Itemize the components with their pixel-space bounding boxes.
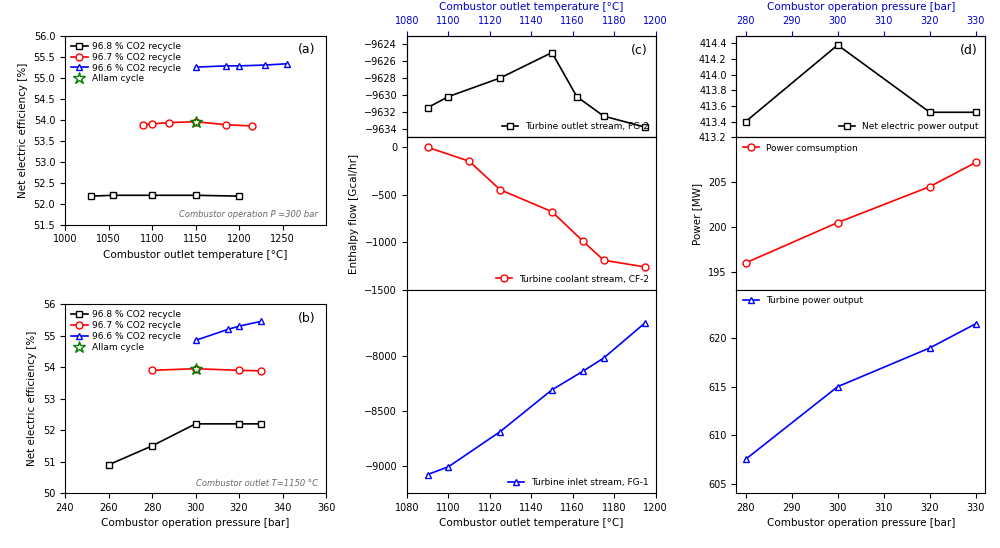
Net electric power output [924, 109, 936, 116]
Turbine coolant stream, CF-2 [422, 144, 434, 151]
Turbine inlet stream, FG-1 [494, 429, 506, 435]
Turbine coolant stream, CF-2 [463, 158, 475, 164]
Turbine inlet stream, FG-1 [546, 386, 558, 393]
Net electric power output [832, 42, 844, 48]
96.6 % CO2 recycle [233, 323, 245, 329]
Legend: Power comsumption: Power comsumption [739, 140, 862, 156]
Line: Net electric power output: Net electric power output [742, 42, 979, 125]
Legend: Turbine outlet stream, FG-2: Turbine outlet stream, FG-2 [498, 118, 653, 135]
96.8 % CO2 recycle [107, 192, 119, 198]
96.7 % CO2 recycle [255, 368, 267, 374]
Turbine outlet stream, FG-2 [442, 93, 454, 100]
96.6 % CO2 recycle [281, 60, 293, 67]
Turbine outlet stream, FG-2 [546, 49, 558, 56]
96.8 % CO2 recycle [233, 193, 245, 199]
Legend: Turbine coolant stream, CF-2: Turbine coolant stream, CF-2 [492, 271, 653, 287]
96.6 % CO2 recycle [255, 318, 267, 325]
Power comsumption [970, 159, 982, 165]
96.6 % CO2 recycle [220, 62, 232, 69]
Line: Turbine coolant stream, CF-2: Turbine coolant stream, CF-2 [424, 144, 649, 270]
96.7 % CO2 recycle [163, 119, 175, 126]
96.8 % CO2 recycle [85, 193, 97, 199]
Turbine coolant stream, CF-2 [494, 186, 506, 193]
Line: 96.6 % CO2 recycle: 96.6 % CO2 recycle [192, 318, 264, 344]
Net electric power output [740, 118, 752, 125]
96.6 % CO2 recycle [233, 62, 245, 69]
Turbine outlet stream, FG-2 [639, 124, 651, 130]
Legend: 96.8 % CO2 recycle, 96.7 % CO2 recycle, 96.6 % CO2 recycle, Allam cycle: 96.8 % CO2 recycle, 96.7 % CO2 recycle, … [70, 309, 183, 353]
Legend: Turbine inlet stream, FG-1: Turbine inlet stream, FG-1 [504, 474, 653, 490]
96.8 % CO2 recycle [103, 461, 115, 468]
Line: Turbine outlet stream, FG-2: Turbine outlet stream, FG-2 [424, 49, 649, 130]
Turbine power output [832, 384, 844, 390]
Turbine outlet stream, FG-2 [571, 93, 583, 100]
Legend: 96.8 % CO2 recycle, 96.7 % CO2 recycle, 96.6 % CO2 recycle, Allam cycle: 96.8 % CO2 recycle, 96.7 % CO2 recycle, … [70, 40, 183, 85]
Turbine inlet stream, FG-1 [598, 355, 610, 361]
Turbine inlet stream, FG-1 [422, 471, 434, 478]
Turbine outlet stream, FG-2 [598, 113, 610, 119]
Turbine coolant stream, CF-2 [577, 238, 589, 244]
96.7 % CO2 recycle [220, 122, 232, 128]
X-axis label: Combustor operation pressure [bar]: Combustor operation pressure [bar] [101, 518, 290, 528]
96.7 % CO2 recycle [190, 118, 202, 125]
Turbine coolant stream, CF-2 [546, 208, 558, 215]
Turbine outlet stream, FG-2 [422, 104, 434, 111]
X-axis label: Combustor operation pressure [bar]: Combustor operation pressure [bar] [767, 2, 955, 13]
96.7 % CO2 recycle [233, 367, 245, 374]
96.7 % CO2 recycle [246, 123, 258, 129]
Text: (c): (c) [631, 44, 648, 57]
Y-axis label: Net electric efficiency [%]: Net electric efficiency [%] [27, 331, 37, 466]
Turbine power output [924, 345, 936, 351]
Turbine inlet stream, FG-1 [442, 464, 454, 470]
Turbine inlet stream, FG-1 [639, 319, 651, 326]
Text: (a): (a) [298, 43, 316, 56]
Line: 96.8 % CO2 recycle: 96.8 % CO2 recycle [88, 192, 242, 199]
Turbine power output [970, 321, 982, 327]
Line: 96.7 % CO2 recycle: 96.7 % CO2 recycle [140, 118, 256, 129]
Y-axis label: Power [MW]: Power [MW] [692, 182, 702, 244]
Line: Turbine inlet stream, FG-1: Turbine inlet stream, FG-1 [424, 319, 649, 478]
Line: 96.7 % CO2 recycle: 96.7 % CO2 recycle [149, 366, 264, 374]
Power comsumption [740, 260, 752, 266]
96.8 % CO2 recycle [146, 192, 158, 198]
Text: (b): (b) [298, 312, 316, 324]
Power comsumption [832, 219, 844, 226]
X-axis label: Combustor outlet temperature [°C]: Combustor outlet temperature [°C] [439, 518, 623, 528]
96.7 % CO2 recycle [146, 367, 158, 374]
Power comsumption [924, 184, 936, 190]
96.8 % CO2 recycle [233, 420, 245, 427]
96.7 % CO2 recycle [190, 366, 202, 372]
96.8 % CO2 recycle [255, 420, 267, 427]
96.7 % CO2 recycle [137, 122, 149, 128]
Turbine power output [740, 456, 752, 463]
X-axis label: Combustor operation pressure [bar]: Combustor operation pressure [bar] [767, 518, 955, 528]
Turbine inlet stream, FG-1 [577, 368, 589, 374]
96.8 % CO2 recycle [190, 192, 202, 198]
Text: (d): (d) [960, 44, 978, 57]
Turbine coolant stream, CF-2 [639, 264, 651, 270]
Turbine coolant stream, CF-2 [598, 257, 610, 264]
X-axis label: Combustor outlet temperature [°C]: Combustor outlet temperature [°C] [103, 250, 288, 260]
Y-axis label: Net electric efficiency [%]: Net electric efficiency [%] [18, 62, 28, 198]
Legend: Net electric power output: Net electric power output [835, 118, 982, 135]
Line: Power comsumption: Power comsumption [742, 159, 979, 266]
96.6 % CO2 recycle [190, 337, 202, 344]
Text: Combustor operation P =300 bar: Combustor operation P =300 bar [179, 210, 318, 219]
96.6 % CO2 recycle [190, 64, 202, 71]
96.8 % CO2 recycle [190, 420, 202, 427]
Text: Combustor outlet T=1150 °C: Combustor outlet T=1150 °C [196, 478, 318, 488]
Line: Turbine power output: Turbine power output [742, 320, 979, 463]
Y-axis label: Enthalpy flow [Gcal/hr]: Enthalpy flow [Gcal/hr] [349, 153, 359, 273]
96.6 % CO2 recycle [259, 62, 271, 68]
Line: 96.8 % CO2 recycle: 96.8 % CO2 recycle [105, 420, 264, 469]
X-axis label: Combustor outlet temperature [°C]: Combustor outlet temperature [°C] [439, 2, 623, 13]
96.6 % CO2 recycle [222, 326, 234, 333]
Legend: Turbine power output: Turbine power output [739, 293, 867, 309]
96.7 % CO2 recycle [146, 121, 158, 127]
Turbine outlet stream, FG-2 [494, 75, 506, 81]
Net electric power output [970, 109, 982, 116]
96.8 % CO2 recycle [146, 443, 158, 449]
Line: 96.6 % CO2 recycle: 96.6 % CO2 recycle [192, 60, 290, 71]
